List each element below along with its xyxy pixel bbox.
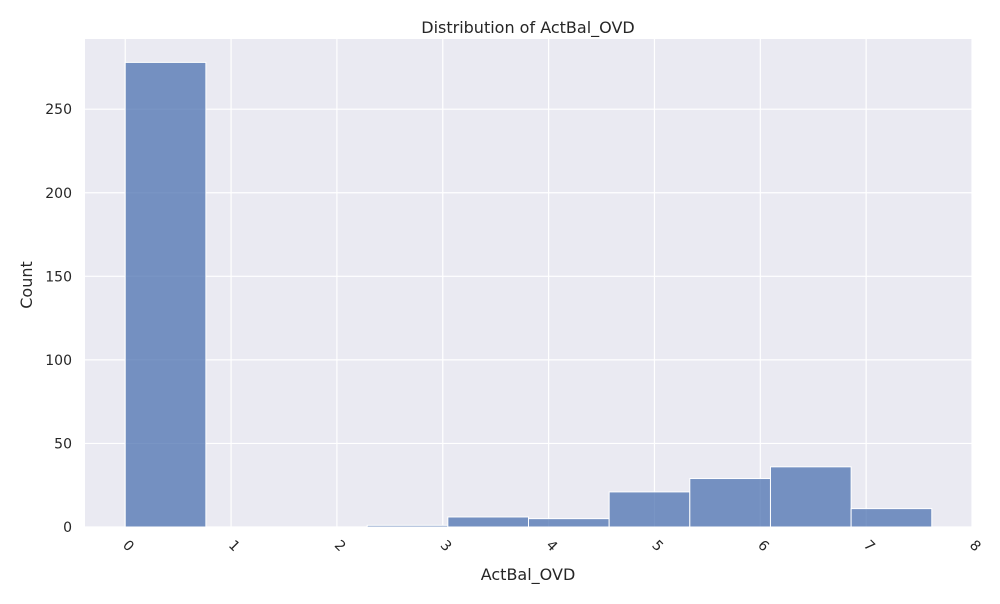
histogram-bar (366, 524, 449, 528)
y-tick-label: 50 (54, 436, 72, 452)
x-tick-label: 7 (860, 537, 878, 555)
x-tick-label: 5 (648, 537, 666, 555)
x-tick-label: 4 (543, 537, 561, 555)
y-axis-label: Count (17, 261, 36, 309)
x-axis-label: ActBal_OVD (481, 565, 576, 585)
y-tick-label: 100 (45, 353, 72, 369)
x-tick-label: 8 (966, 537, 984, 555)
histogram-bar (850, 508, 933, 528)
histogram-bar (528, 518, 610, 528)
x-tick-labels: 0 1 2 3 4 5 6 7 8 (119, 537, 983, 555)
histogram-bar (447, 516, 529, 528)
plot-background (85, 39, 972, 527)
x-tick-label: 3 (437, 537, 455, 555)
histogram-bar (769, 466, 852, 528)
histogram-bar (608, 491, 691, 528)
histogram-bars (124, 61, 933, 528)
x-tick-label: 0 (119, 537, 137, 555)
y-tick-label: 150 (45, 269, 72, 285)
y-tick-label: 0 (63, 520, 72, 536)
x-tick-label: 1 (225, 537, 243, 555)
histogram-bar (689, 478, 771, 528)
y-tick-label: 200 (45, 186, 72, 202)
x-tick-label: 6 (754, 537, 772, 555)
y-tick-label: 250 (45, 102, 72, 118)
histogram-bar (124, 61, 207, 528)
chart-title: Distribution of ActBal_OVD (421, 18, 634, 38)
y-tick-labels: 0 50 100 150 200 250 (45, 102, 72, 536)
x-tick-label: 2 (331, 537, 349, 555)
